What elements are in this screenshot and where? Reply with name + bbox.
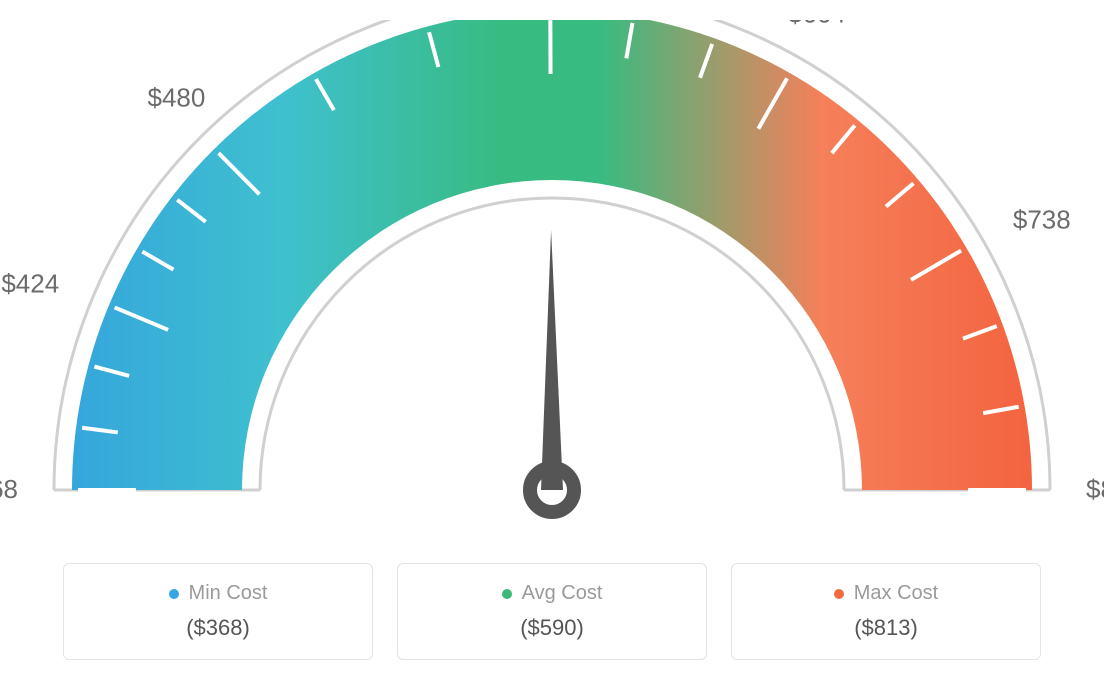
gauge-tick-label: $664 (788, 20, 846, 28)
legend-dot (834, 589, 844, 599)
legend-card: Avg Cost ($590) (397, 563, 707, 660)
cost-gauge: $368$424$480$590$664$738$813 (0, 20, 1104, 565)
gauge-tick-label: $813 (1086, 474, 1104, 504)
legend-value: ($368) (186, 615, 250, 641)
legend-header: Avg Cost (502, 582, 603, 605)
gauge-tick-label: $480 (147, 82, 205, 112)
legend-dot (169, 589, 179, 599)
legend-label: Avg Cost (522, 582, 603, 605)
gauge-tick-label: $424 (1, 268, 59, 298)
gauge-needle (541, 230, 563, 490)
legend-label: Min Cost (189, 582, 268, 605)
gauge-svg: $368$424$480$590$664$738$813 (0, 20, 1104, 560)
legend-label: Max Cost (854, 582, 938, 605)
legend-value: ($813) (854, 615, 918, 641)
legend-header: Max Cost (834, 582, 938, 605)
legend-dot (502, 589, 512, 599)
gauge-tick-label: $368 (0, 474, 18, 504)
legend-card: Max Cost ($813) (731, 563, 1041, 660)
legend-row: Min Cost ($368) Avg Cost ($590) Max Cost ($81… (63, 563, 1041, 660)
legend-card: Min Cost ($368) (63, 563, 373, 660)
legend-header: Min Cost (169, 582, 268, 605)
legend-value: ($590) (520, 615, 584, 641)
gauge-tick-label: $738 (1013, 204, 1071, 234)
